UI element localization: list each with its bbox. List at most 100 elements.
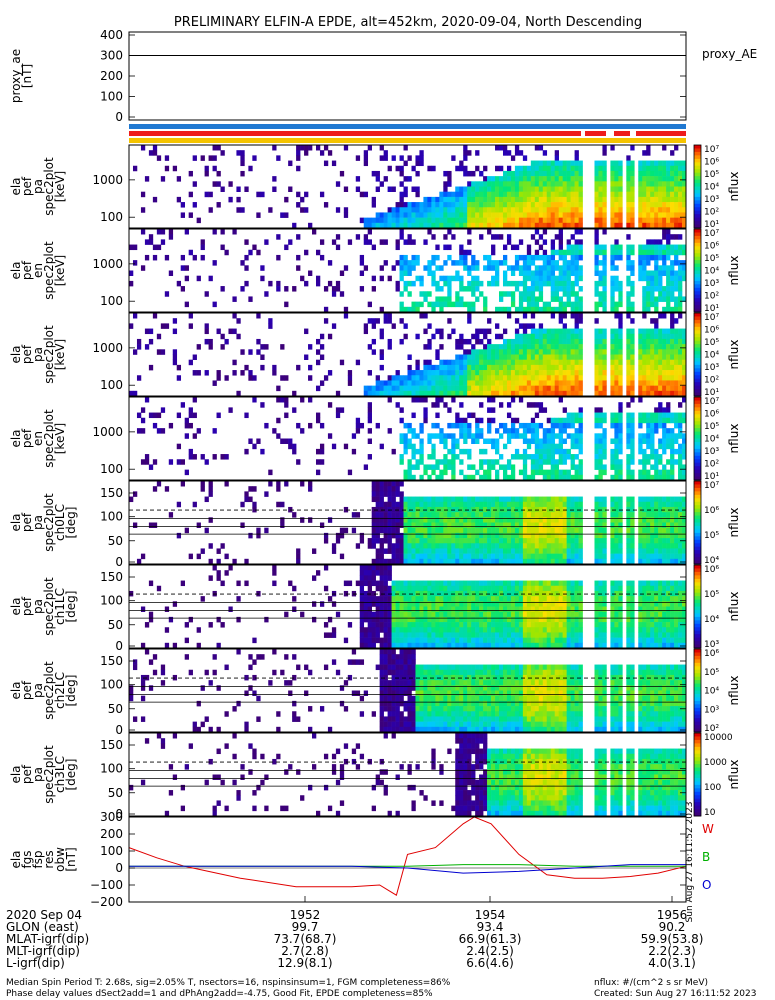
- ylabel-line: [deg]: [64, 591, 78, 623]
- colorbar-tick: 10⁴: [704, 687, 719, 697]
- ylabel-line: ela: [9, 261, 23, 279]
- y-tick-label: 300: [100, 810, 123, 824]
- spectrogram-panel-8: [129, 733, 687, 817]
- xaxis-row-value: 90.2: [659, 920, 686, 934]
- spectrogram-panel-2: [129, 229, 687, 313]
- y-tick-label: 50: [108, 618, 123, 632]
- y-tick-label: 100: [100, 510, 123, 524]
- xaxis-row-value: 1954: [475, 908, 506, 922]
- footer-left-1: Median Spin Period T: 2.68s, sig=2.05% T…: [6, 978, 451, 988]
- attitude-gap-3: [630, 131, 636, 136]
- colorbar-label: nflux: [727, 172, 741, 202]
- y-tick-label: 100: [100, 210, 123, 224]
- colorbar-tick: 10⁵: [704, 590, 719, 600]
- figure-title: PRELIMINARY ELFIN-A EPDE, alt=452km, 202…: [174, 15, 642, 30]
- colorbar-label: nflux: [727, 760, 741, 790]
- y-tick-label: 150: [100, 486, 123, 500]
- footer-right-1: nflux: #/(cm^2 s sr MeV): [594, 978, 708, 988]
- attitude-bar-red: [129, 131, 686, 136]
- xaxis-row-label: MLAT-igrf(dip): [6, 932, 89, 946]
- xaxis-row-value: 2.4(2.5): [466, 944, 514, 958]
- xaxis-row-value: 4.0(3.1): [648, 956, 696, 970]
- residual-series-O: [129, 864, 686, 874]
- ylabel-line: ela: [9, 681, 23, 699]
- ylabel-line: pa: [31, 683, 45, 698]
- colorbar-tick: 10⁴: [704, 615, 719, 625]
- ylabel-line: ela: [9, 850, 23, 868]
- residual-legend-B: B: [702, 850, 710, 864]
- y-tick-label: 150: [100, 738, 123, 752]
- colorbar-tick: 10⁴: [704, 267, 719, 277]
- ylabel-line: pef: [20, 176, 34, 196]
- colorbar-tick: 10⁵: [704, 254, 719, 264]
- colorbar-tick: 10⁶: [704, 326, 719, 336]
- colorbar-8: 10000 1000 100 10 nflux: [693, 732, 741, 818]
- colorbar-tick: 10⁷: [704, 481, 719, 491]
- residual-series-W: [128, 816, 687, 896]
- colorbar-tick: 10⁶: [704, 565, 719, 575]
- y-tick-label: 1000: [92, 425, 123, 439]
- colorbar-tick: 10²: [704, 724, 719, 734]
- y-tick-label: 0: [115, 555, 123, 569]
- colorbar-tick: 10⁴: [704, 351, 719, 361]
- colorbar-tick: 10⁵: [704, 422, 719, 432]
- spectrogram-panel-1: [132, 145, 687, 229]
- ylabel-line: pa: [31, 515, 45, 530]
- y-tick-label: 1000: [92, 257, 123, 271]
- xaxis-row-value: 1956: [657, 908, 688, 922]
- colorbar-label: nflux: [727, 508, 741, 538]
- y-tick-label: 0: [115, 639, 123, 653]
- ylabel-line: [nT]: [20, 64, 34, 88]
- ylabel-line: ela: [9, 429, 23, 447]
- spectrogram-panel-4: [136, 397, 687, 481]
- colorbar-tick: 10⁷: [704, 229, 719, 239]
- ylabel-line: spec2plot: [42, 745, 56, 804]
- y-tick-label: 0: [115, 861, 123, 875]
- colorbar-tick: 10⁵: [704, 668, 719, 678]
- xaxis-row-label: L-igrf(dip): [6, 956, 65, 970]
- ylabel-line: pef: [20, 260, 34, 280]
- spectrogram-panel-5: [129, 481, 687, 565]
- y-tick-label: 300: [100, 49, 123, 63]
- footer: Median Spin Period T: 2.68s, sig=2.05% T…: [6, 978, 756, 999]
- ylabel-line: [keV]: [53, 171, 67, 202]
- colorbar-tick: 10⁶: [704, 410, 719, 420]
- y-tick-label: 150: [100, 570, 123, 584]
- y-tick-label: 200: [100, 69, 123, 83]
- colorbar-tick: 10⁷: [704, 145, 719, 155]
- y-tick-label: 100: [100, 762, 123, 776]
- colorbar-tick: 1000: [704, 758, 727, 768]
- y-tick-label: −200: [90, 895, 123, 909]
- ylabel-line: ela: [9, 765, 23, 783]
- y-tick-label: 150: [100, 654, 123, 668]
- ylabel-line: pef: [20, 512, 34, 532]
- colorbar-tick: 10³: [704, 705, 719, 715]
- ylabel-line: [keV]: [53, 255, 67, 286]
- y-tick-label: 50: [108, 534, 123, 548]
- ylabel-line: ch1LC: [53, 588, 67, 625]
- x-axis-annotation: 2020 Sep 04 1952 1954 1956 GLON (east) 99.7 93…: [6, 896, 703, 970]
- colorbar-tick: 10: [704, 808, 716, 818]
- colorbar-tick: 10⁶: [704, 158, 719, 168]
- colorbar-tick: 10¹: [704, 388, 719, 398]
- ylabel-line: spec2plot: [42, 493, 56, 552]
- xaxis-row-value: 12.9(8.1): [277, 956, 332, 970]
- footer-left-2: Phase delay values dSect2add=1 and dPhAn…: [6, 989, 433, 999]
- colorbar-label: nflux: [727, 424, 741, 454]
- xaxis-row-value: 2.7(2.8): [281, 944, 329, 958]
- y-tick-label: 100: [100, 378, 123, 392]
- ylabel-line: ch2LC: [53, 672, 67, 709]
- y-tick-label: 100: [100, 594, 123, 608]
- ylabel-line: fgs: [20, 850, 34, 868]
- ylabel-line: fsp: [31, 850, 45, 868]
- ylabel-line: [deg]: [64, 675, 78, 707]
- colorbar-6: 10⁶ 10⁵ 10⁴ 10³ nflux: [693, 564, 741, 650]
- colorbar-tick: 10000: [704, 733, 733, 743]
